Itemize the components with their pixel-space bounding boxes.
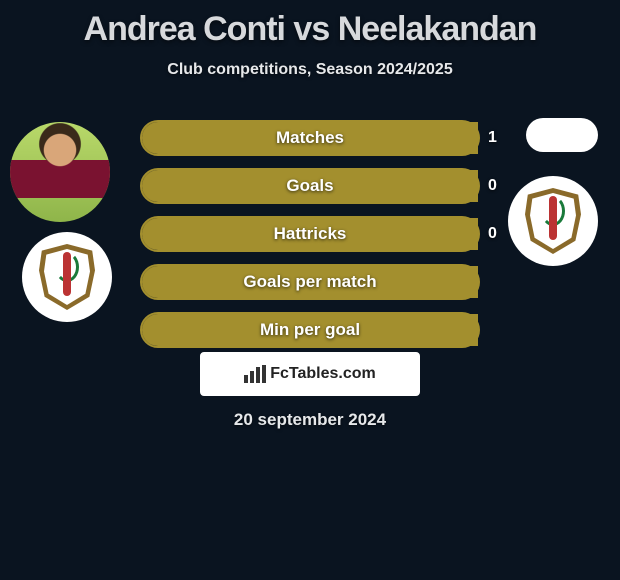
club1-crest [22,232,112,322]
player1-avatar [10,122,110,222]
bars-icon [244,365,266,383]
bar-label: Goals per match [142,272,478,292]
brand-badge: FcTables.com [200,352,420,396]
date-text: 20 september 2024 [0,410,620,430]
bar-value-right: 0 [488,177,497,195]
stat-bar: Hattricks0 [140,216,480,252]
stat-bar: Min per goal [140,312,480,348]
stats-bars: Matches1 Goals0 Hattricks0 Goals per match M… [140,120,480,360]
bar-label: Goals [142,176,478,196]
club2-crest [508,176,598,266]
stat-bar: Goals0 [140,168,480,204]
stat-bar: Matches1 [140,120,480,156]
photo-icon [10,122,110,222]
shield-icon [525,188,581,254]
bar-label: Hattricks [142,224,478,244]
bar-value-right: 0 [488,225,497,243]
bar-label: Matches [142,128,478,148]
bar-label: Min per goal [142,320,478,340]
stat-bar: Goals per match [140,264,480,300]
page-title: Andrea Conti vs Neelakandan [0,0,620,49]
subtitle: Club competitions, Season 2024/2025 [0,61,620,79]
bar-value-right: 1 [488,129,497,147]
shield-icon [39,244,95,310]
player2-avatar [526,118,598,152]
brand-text: FcTables.com [270,365,376,383]
